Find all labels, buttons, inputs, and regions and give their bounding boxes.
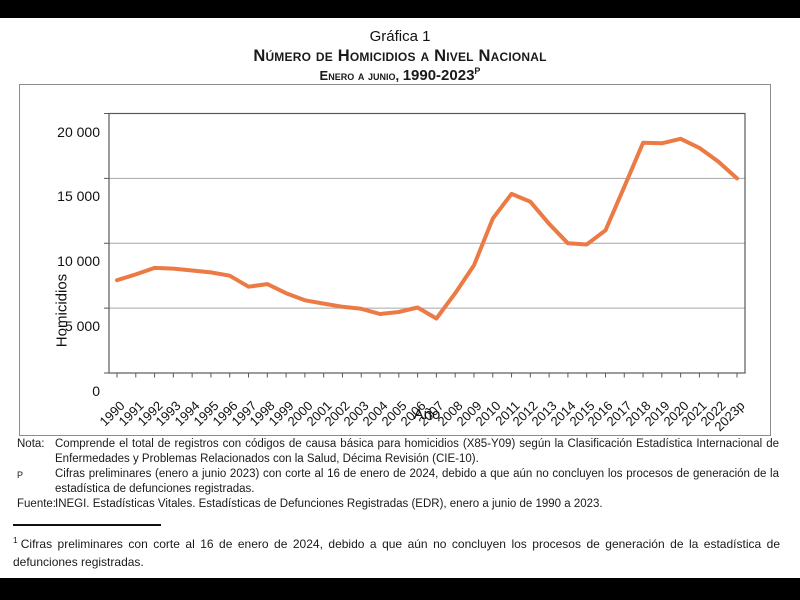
report-paper: Gráfica 1 Número de Homicidios a Nivel N… (0, 18, 800, 578)
chart-number-heading: Gráfica 1 (369, 28, 431, 45)
y-tick-label: 10 000 (57, 253, 100, 270)
y-tick-label: 0 (92, 383, 100, 399)
chart-subtitle-years: 1990-2023 (402, 67, 475, 84)
footnote-marker: 1 (13, 535, 18, 545)
source-label: Fuente: (17, 498, 56, 510)
footnote-text: Cifras preliminares con corte al 16 de e… (13, 537, 780, 569)
chart-subtitle: Enero a junio, 1990-2023P (0, 66, 800, 84)
note-row-nota: Nota: Comprende el total de registros co… (17, 437, 782, 467)
footnote: 1 Cifras preliminares con corte al 16 de … (13, 532, 780, 571)
source-text: INEGI. Estadísticas Vitales. Estadística… (55, 498, 603, 510)
note-text: Comprende el total de registros con códi… (55, 438, 779, 465)
chart-subtitle-period: Enero a junio, (319, 68, 403, 83)
y-tick-label: 15 000 (57, 188, 100, 205)
note-row-source: Fuente: INEGI. Estadísticas Vitales. Est… (17, 497, 782, 512)
notes-block: Nota: Comprende el total de registros co… (17, 437, 782, 512)
note-label: Nota: (17, 438, 45, 450)
x-axis-title: Año (413, 406, 441, 423)
y-tick-label: 20 000 (57, 123, 100, 140)
chart-subtitle-superscript: P (474, 66, 481, 76)
footnote-separator (13, 524, 161, 526)
homicides-line-chart (104, 112, 746, 378)
y-tick-label: 5 000 (64, 318, 100, 335)
chart-title: Número de Homicidios a Nivel Nacional (253, 47, 547, 65)
preliminary-text: Cifras preliminares (enero a junio 2023)… (55, 468, 779, 495)
preliminary-label: P (17, 470, 24, 480)
note-row-preliminary: P Cifras preliminares (enero a junio 202… (17, 467, 782, 497)
